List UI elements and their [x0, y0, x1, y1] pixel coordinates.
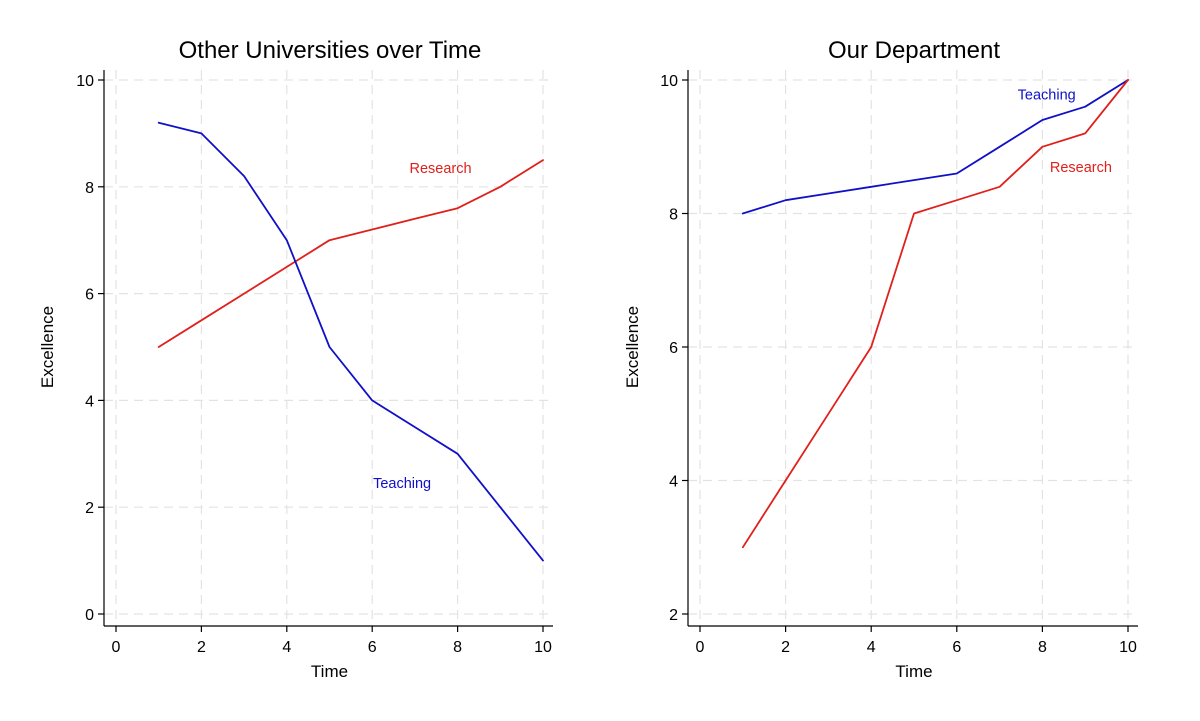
- y-tick-label: 2: [85, 500, 94, 517]
- x-tick-label: 2: [781, 639, 790, 656]
- y-tick-label: 6: [85, 287, 94, 304]
- x-tick-label: 0: [112, 639, 121, 656]
- series-line-research: [741, 79, 1129, 549]
- y-tick-label: 10: [660, 73, 678, 90]
- x-tick-label: 6: [368, 639, 377, 656]
- x-tick-label: 4: [867, 639, 876, 656]
- chart-title: Other Universities over Time: [179, 37, 482, 64]
- y-tick-label: 6: [669, 340, 678, 357]
- grid: [688, 70, 1138, 626]
- x-tick-label: 8: [453, 639, 462, 656]
- y-tick-label: 4: [669, 474, 678, 491]
- series-label-research: Research: [409, 161, 471, 177]
- y-tick-label: 0: [85, 607, 94, 624]
- grid: [104, 70, 553, 626]
- y-tick-label: 4: [85, 393, 94, 410]
- x-tick-label: 10: [534, 639, 552, 656]
- y-tick-label: 2: [669, 607, 678, 624]
- chart-panel-1: 0 2 4 6 8 10 0 2 4 6 8 10 Other Universities over Ti…: [38, 37, 553, 681]
- y-tick-label: 10: [76, 73, 94, 90]
- y-tick-label: 8: [669, 207, 678, 224]
- y-axis-label: Excellence: [623, 306, 642, 388]
- chart-title: Our Department: [828, 37, 1000, 64]
- series-line-teaching: [741, 79, 1129, 215]
- x-tick-label: 0: [696, 639, 705, 656]
- series-line-research: [157, 159, 544, 348]
- x-tick-label: 2: [197, 639, 206, 656]
- series-label-teaching: Teaching: [373, 476, 431, 492]
- x-tick-label: 4: [282, 639, 291, 656]
- x-tick-label: 6: [952, 639, 961, 656]
- x-axis-label: Time: [895, 662, 932, 681]
- y-tick-label: 8: [85, 180, 94, 197]
- x-tick-label: 10: [1119, 639, 1137, 656]
- y-axis-label: Excellence: [38, 306, 57, 388]
- chart-panel-2: 2 4 6 8 10 0 2 4 6 8 10 Our Department Time Excellenc…: [623, 37, 1138, 681]
- series-label-research: Research: [1050, 160, 1112, 176]
- x-axis-label: Time: [311, 662, 348, 681]
- series-line-teaching: [157, 121, 544, 562]
- series-label-teaching: Teaching: [1018, 88, 1076, 104]
- x-tick-label: 8: [1038, 639, 1047, 656]
